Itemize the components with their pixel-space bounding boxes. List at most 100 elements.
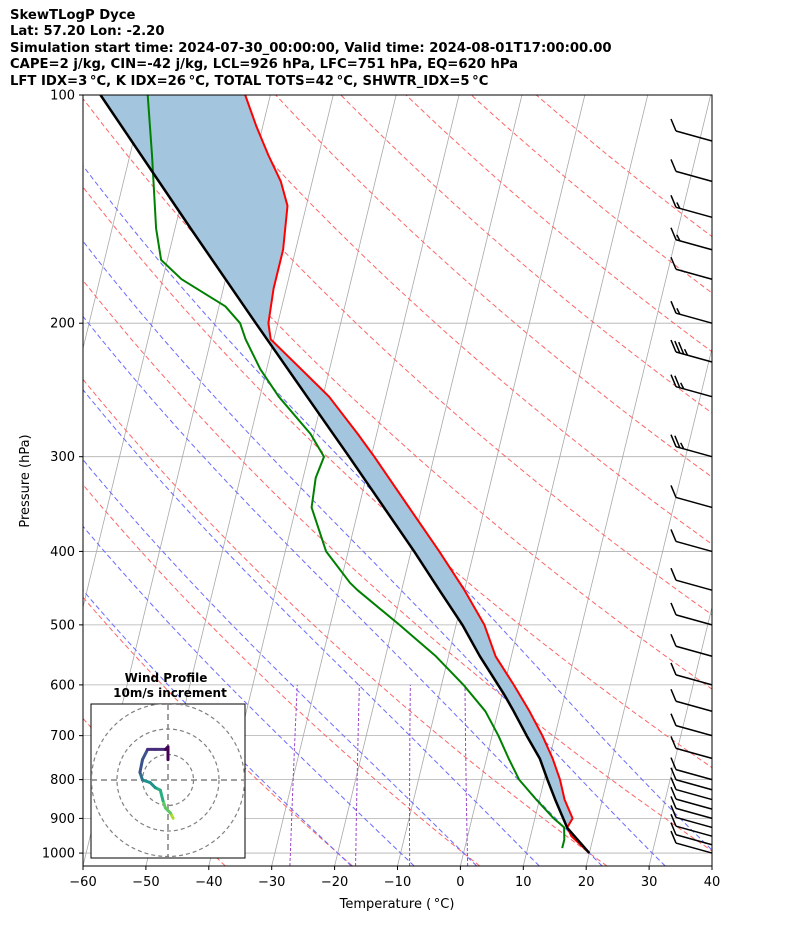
- y-tick-label: 300: [50, 450, 75, 465]
- barb-staff: [675, 170, 713, 183]
- wind-barb: [670, 434, 713, 458]
- wind-barb: [670, 485, 713, 509]
- barb-staff: [675, 496, 713, 509]
- wind-barb: [670, 805, 713, 829]
- barb-flag: [670, 777, 677, 790]
- barb-staff: [675, 614, 713, 626]
- barb-flag: [670, 662, 677, 676]
- barb-flag: [674, 375, 681, 389]
- isotherm-line: [648, 605, 712, 866]
- x-axis-label: Temperature ( °C): [339, 897, 455, 912]
- wind-barb: [670, 822, 713, 846]
- x-tick-label: 10: [515, 875, 532, 890]
- barb-flag: [670, 813, 677, 827]
- barb-flag: [670, 529, 677, 542]
- hodograph-inset: [90, 703, 246, 859]
- dry-adiabat: [83, 97, 712, 690]
- mixing-ratio-line: [355, 684, 360, 866]
- barb-staff: [675, 807, 713, 820]
- dry-adiabat: [210, 95, 712, 545]
- barb-flag: [670, 805, 677, 818]
- barb-staff: [675, 825, 713, 837]
- barb-staff: [675, 268, 713, 280]
- dry-adiabat: [83, 596, 353, 866]
- barb-staff: [675, 842, 713, 854]
- barb-staff: [675, 724, 713, 737]
- wind-barb: [670, 813, 713, 837]
- moist-adiabat: [83, 589, 352, 866]
- y-tick-label: 100: [50, 89, 75, 104]
- barb-flag: [670, 567, 677, 581]
- time-label: Simulation start time: 2024-07-30_00:00:…: [10, 40, 612, 56]
- barb-half-flag: [680, 442, 685, 450]
- isotherm-line: [397, 95, 586, 866]
- barb-flag: [670, 227, 677, 241]
- barb-staff: [675, 540, 713, 553]
- wind-barb: [670, 339, 713, 363]
- barb-flag: [670, 195, 677, 208]
- mixing-ratio-line: [464, 684, 469, 866]
- wind-barb: [670, 796, 713, 820]
- barb-flag: [670, 256, 677, 270]
- wind-barb: [670, 300, 713, 324]
- x-tick-label: −60: [69, 875, 96, 890]
- wind-barb: [670, 757, 713, 781]
- barb-flag: [670, 688, 677, 702]
- hodograph-subtitle: 10m/s increment: [113, 686, 227, 700]
- barb-staff: [675, 674, 713, 686]
- wind-barb: [670, 227, 713, 251]
- barb-flag: [670, 300, 677, 314]
- dry-adiabat: [83, 378, 608, 866]
- isotherm-line: [83, 95, 208, 609]
- barb-staff: [675, 834, 713, 846]
- wind-barb: [670, 159, 713, 183]
- chart-header: SkewTLogP Dyce Lat: 57.20 Lon: -2.20 Sim…: [10, 8, 612, 90]
- moist-adiabat: [83, 458, 478, 866]
- barb-flag: [670, 786, 677, 800]
- barb-flag: [670, 602, 677, 616]
- barb-flag: [670, 159, 677, 172]
- location-label: Lat: 57.20 Lon: -2.20: [10, 24, 165, 40]
- wind-barb: [670, 713, 713, 737]
- y-tick-label: 1000: [42, 847, 75, 862]
- moist-adiabat: [83, 388, 540, 866]
- barb-flag: [678, 341, 685, 355]
- barb-staff: [675, 445, 713, 458]
- barb-flag: [674, 435, 681, 449]
- hodograph-title: Wind Profile: [125, 671, 208, 685]
- barb-half-flag: [683, 348, 689, 356]
- dry-adiabat: [83, 483, 481, 866]
- x-tick-label: 30: [641, 875, 658, 890]
- barb-staff: [675, 351, 713, 363]
- y-tick-label: 900: [50, 812, 75, 827]
- wind-barb: [670, 118, 713, 142]
- profiles: [99, 95, 591, 854]
- barb-staff: [675, 645, 713, 657]
- barb-staff: [675, 312, 713, 324]
- chart-title: SkewTLogP Dyce: [10, 8, 136, 23]
- y-tick-label: 500: [50, 618, 75, 633]
- isotherm-line: [460, 95, 649, 866]
- barb-flag: [670, 736, 677, 749]
- background-lines: [0, 95, 712, 866]
- wind-barb: [670, 633, 713, 657]
- wind-barb: [670, 529, 713, 553]
- x-tick-label: 40: [704, 875, 721, 890]
- wind-barb: [670, 777, 713, 801]
- wind-barbs: [670, 118, 713, 854]
- barb-flag: [670, 485, 677, 498]
- barb-flag: [670, 822, 677, 836]
- wind-barb: [670, 830, 713, 854]
- moist-adiabat: [83, 240, 666, 866]
- wind-barb: [670, 256, 713, 280]
- hodograph-content: [91, 704, 245, 858]
- y-tick-label: 400: [50, 545, 75, 560]
- wind-barb: [670, 374, 713, 398]
- isotherm-line: [334, 95, 523, 866]
- barb-half-flag: [676, 234, 681, 242]
- barb-half-flag: [676, 307, 681, 315]
- x-tick-label: −30: [258, 875, 285, 890]
- isotherm-line: [0, 95, 19, 866]
- barb-staff: [675, 579, 713, 591]
